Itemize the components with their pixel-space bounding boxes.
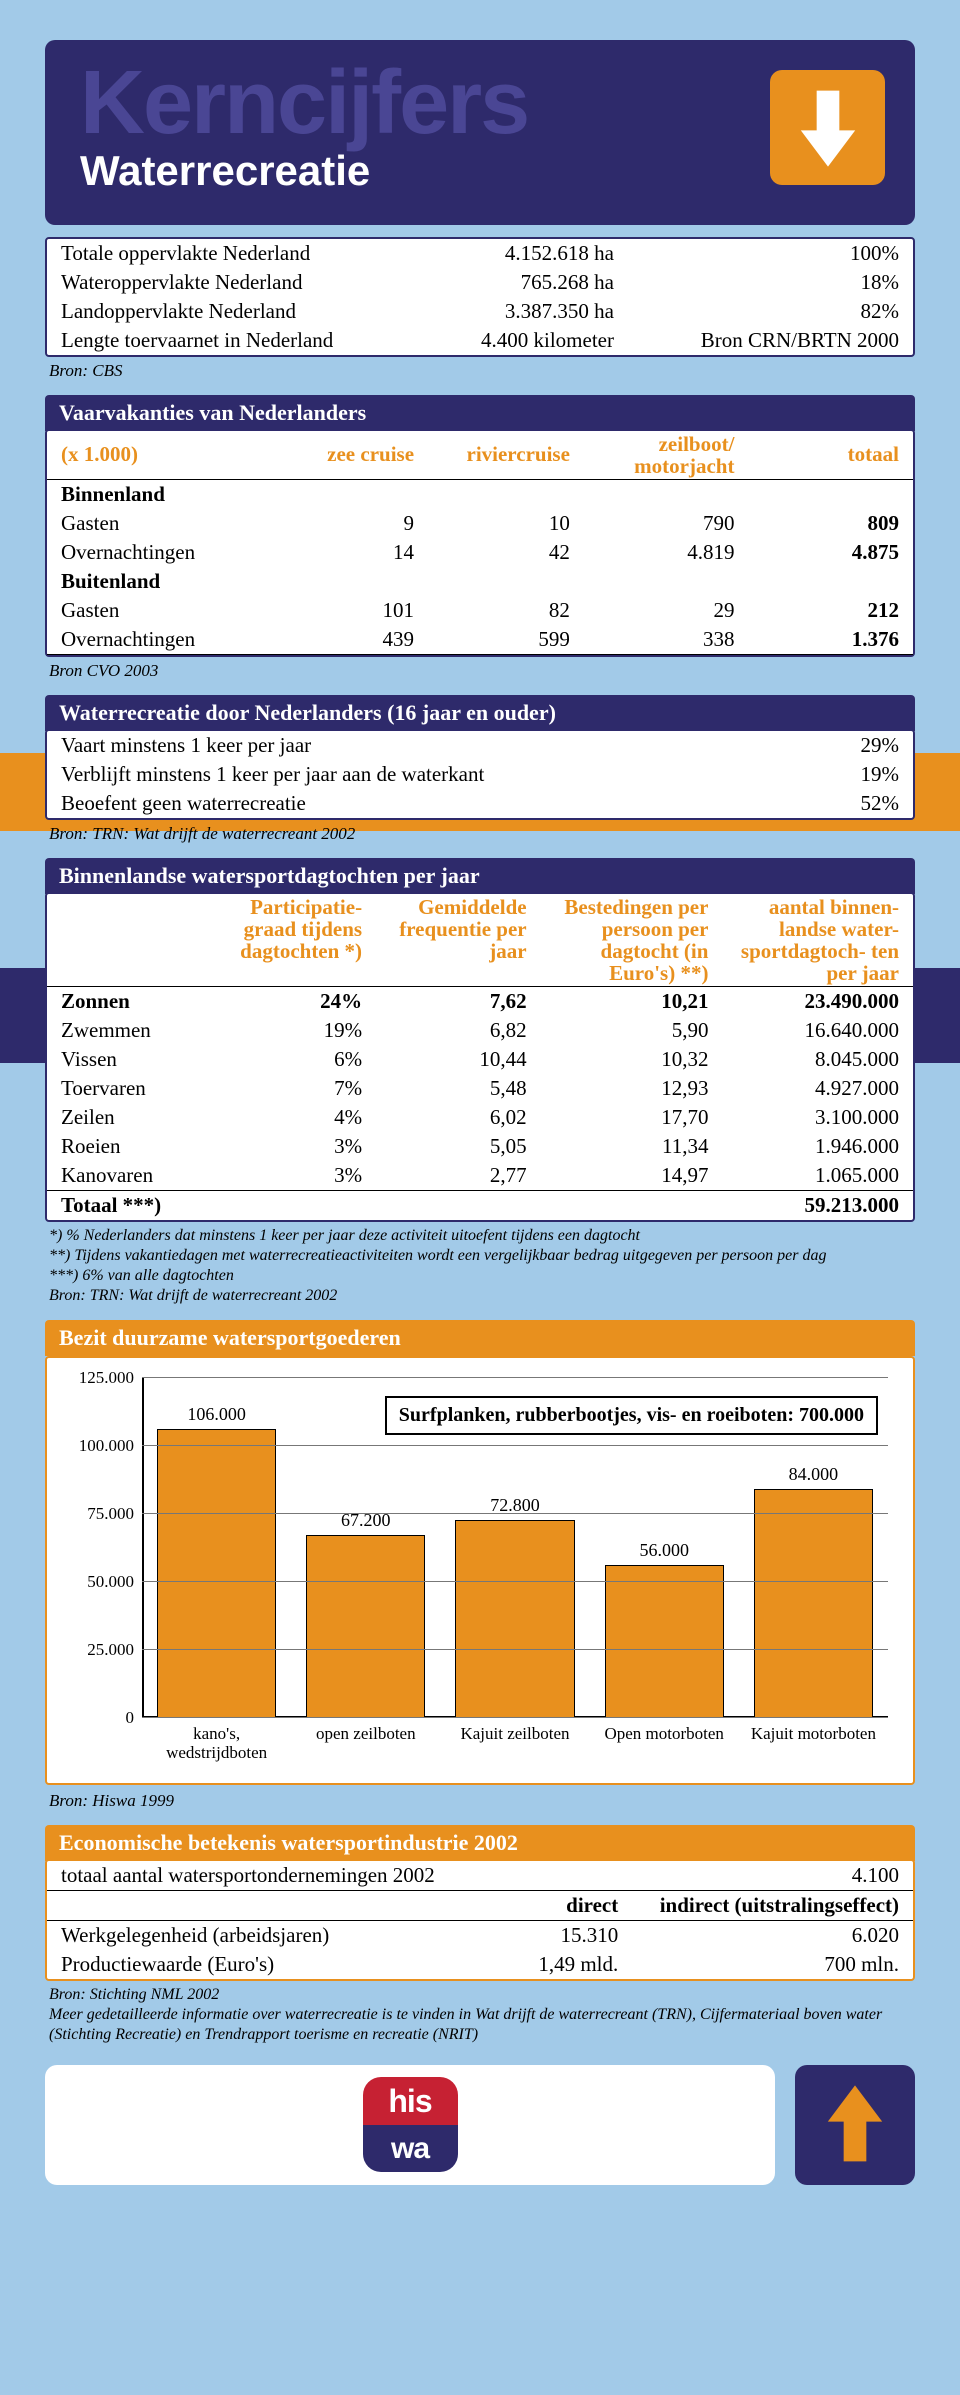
xtick-label: Kajuit motorboten [739, 1724, 888, 1763]
source-label: Bron CVO 2003 [45, 661, 915, 681]
bar [455, 1520, 574, 1718]
table-row: Zonnen24%7,6210,2123.490.000 [47, 986, 913, 1016]
table-row: Gasten1018229212 [47, 596, 913, 625]
section-title: Economische betekenis watersportindustri… [45, 1825, 915, 1861]
vaarvakanties-table: (x 1.000) zee cruise riviercruise zeilbo… [45, 429, 915, 657]
table-header: Participatie- graad tijdens dagtochten *… [47, 894, 913, 987]
table-row: Vaart minstens 1 keer per jaar29% [47, 731, 913, 760]
header: Kerncijfers Waterrecreatie [45, 40, 915, 225]
table-row: Productiewaarde (Euro's)1,49 mld.700 mln… [47, 1950, 913, 1979]
bar [754, 1489, 873, 1717]
waterrecreatie-table: Vaart minstens 1 keer per jaar29% Verbli… [45, 729, 915, 820]
xtick-label: Kajuit zeilboten [440, 1724, 589, 1763]
page: Kerncijfers Waterrecreatie Totale opperv… [0, 0, 960, 2235]
bar-value-label: 84.000 [789, 1464, 839, 1485]
arrow-up-icon [795, 2065, 915, 2185]
dagtochten-table: Participatie- graad tijdens dagtochten *… [45, 892, 915, 1222]
bar [605, 1565, 724, 1717]
table-section: Buitenland [47, 567, 913, 596]
econ-table: totaal aantal watersportondernemingen 20… [45, 1859, 915, 1981]
footnotes: *) % Nederlanders dat minstens 1 keer pe… [45, 1226, 915, 1306]
bar-chart: 106.00067.20072.80056.00084.000 Surfplan… [45, 1356, 915, 1785]
table-total-row: Totaal ***)59.213.000 [47, 1190, 913, 1220]
source-label: Bron: Stichting NML 2002 Meer gedetaille… [45, 1985, 915, 2045]
source-label: Bron: Hiswa 1999 [45, 1791, 915, 1811]
bar-value-label: 106.000 [187, 1404, 246, 1425]
table-row: Totale oppervlakte Nederland4.152.618 ha… [47, 239, 913, 268]
ytick-label: 50.000 [72, 1572, 142, 1592]
table-row: Zwemmen19%6,825,9016.640.000 [47, 1016, 913, 1045]
table-row: Verblijft minstens 1 keer per jaar aan d… [47, 760, 913, 789]
table-row: Wateroppervlakte Nederland765.268 ha18% [47, 268, 913, 297]
ytick-label: 0 [72, 1708, 142, 1728]
table-row: Lengte toervaarnet in Nederland4.400 kil… [47, 326, 913, 355]
table-row: Toervaren7%5,4812,934.927.000 [47, 1074, 913, 1103]
surface-table: Totale oppervlakte Nederland4.152.618 ha… [45, 237, 915, 357]
xtick-label: Open motorboten [590, 1724, 739, 1763]
table-row: Beoefent geen waterrecreatie52% [47, 789, 913, 818]
table-row: Overnachtingen4395993381.376 [47, 625, 913, 655]
table-row: Overnachtingen14424.8194.875 [47, 538, 913, 567]
table-row: Roeien3%5,0511,341.946.000 [47, 1132, 913, 1161]
table-header: (x 1.000) zee cruise riviercruise zeilbo… [47, 431, 913, 480]
source-label: Bron: TRN: Wat drijft de waterrecreant 2… [45, 824, 915, 844]
table-row: Gasten910790809 [47, 509, 913, 538]
ytick-label: 100.000 [72, 1436, 142, 1456]
section-title: Bezit duurzame watersportgoederen [45, 1320, 915, 1356]
section-title: Vaarvakanties van Nederlanders [45, 395, 915, 431]
chart-note: Surfplanken, rubberbootjes, vis- en roei… [385, 1396, 878, 1435]
table-header: directindirect (uitstralingseffect) [47, 1890, 913, 1920]
xtick-label: kano's, wedstrijdboten [142, 1724, 291, 1763]
bar [157, 1429, 276, 1717]
bar-value-label: 56.000 [639, 1540, 689, 1561]
ytick-label: 25.000 [72, 1640, 142, 1660]
bar [306, 1535, 425, 1718]
table-section: Binnenland [47, 479, 913, 509]
arrow-down-icon [770, 70, 885, 185]
footer: his wa [45, 2065, 915, 2185]
source-label: Bron: CBS [45, 361, 915, 381]
hiswa-logo: his wa [45, 2065, 775, 2185]
table-row: Zeilen4%6,0217,703.100.000 [47, 1103, 913, 1132]
section-title: Binnenlandse watersportdagtochten per ja… [45, 858, 915, 894]
page-title-bg: Kerncijfers [80, 65, 880, 142]
section-title: Waterrecreatie door Nederlanders (16 jaa… [45, 695, 915, 731]
table-row: Vissen6%10,4410,328.045.000 [47, 1045, 913, 1074]
page-subtitle: Waterrecreatie [80, 147, 880, 195]
table-row: totaal aantal watersportondernemingen 20… [47, 1861, 913, 1891]
ytick-label: 75.000 [72, 1504, 142, 1524]
table-row: Werkgelegenheid (arbeidsjaren)15.3106.02… [47, 1920, 913, 1950]
ytick-label: 125.000 [72, 1368, 142, 1388]
xtick-label: open zeilboten [291, 1724, 440, 1763]
table-row: Kanovaren3%2,7714,971.065.000 [47, 1161, 913, 1191]
table-row: Landoppervlakte Nederland3.387.350 ha82% [47, 297, 913, 326]
